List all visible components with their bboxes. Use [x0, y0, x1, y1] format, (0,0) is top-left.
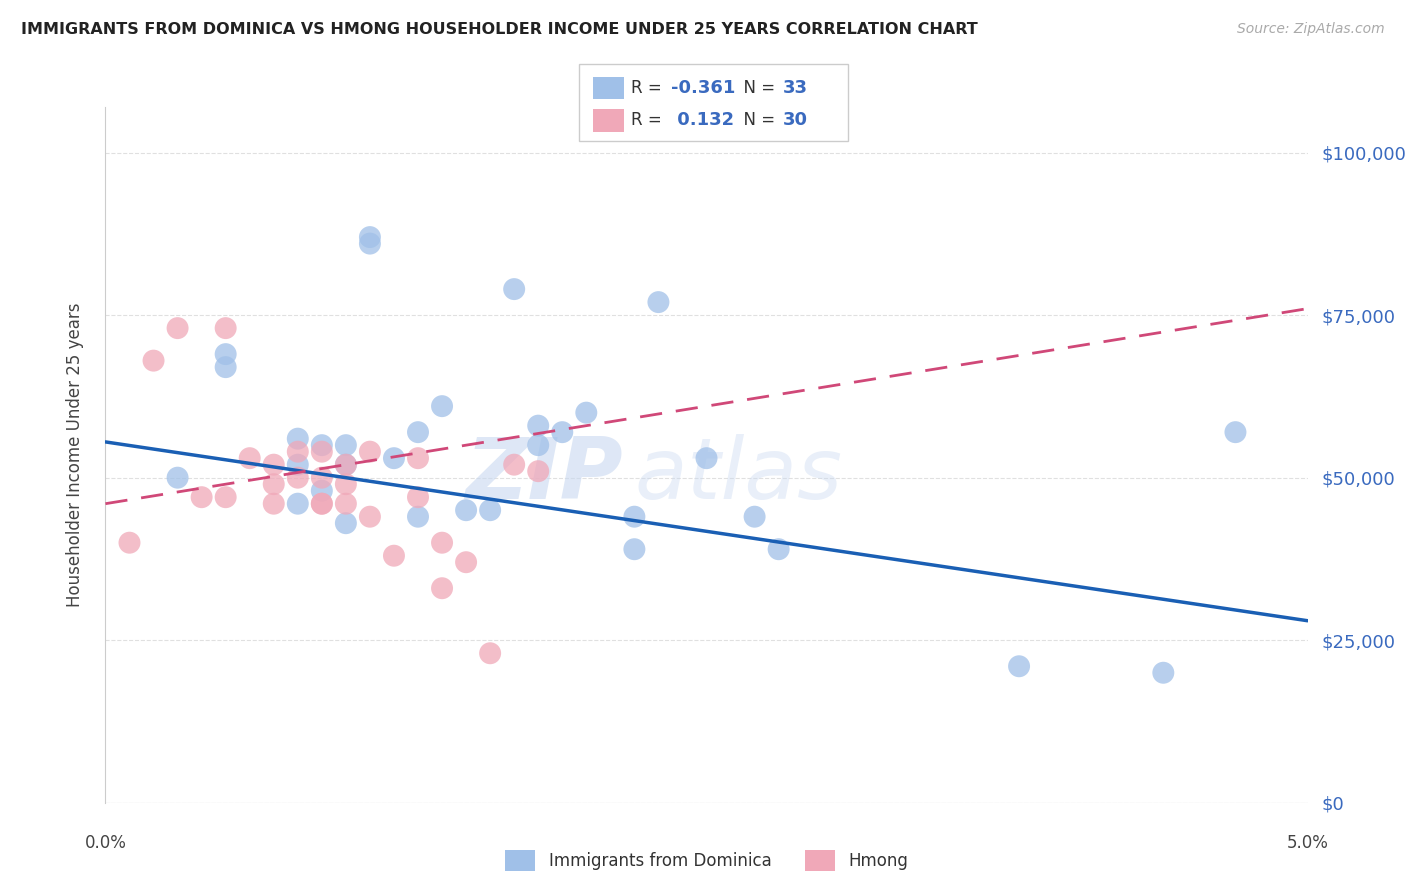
- Point: [1225, 425, 1247, 439]
- Point: [623, 509, 645, 524]
- Point: [335, 477, 357, 491]
- Point: [214, 321, 236, 335]
- Point: [406, 425, 429, 439]
- Point: [406, 509, 429, 524]
- Point: [551, 425, 574, 439]
- Text: atlas: atlas: [634, 434, 842, 517]
- Point: [503, 282, 526, 296]
- Point: [311, 497, 333, 511]
- Text: Source: ZipAtlas.com: Source: ZipAtlas.com: [1237, 22, 1385, 37]
- Point: [335, 516, 357, 531]
- Point: [287, 471, 309, 485]
- Text: 5.0%: 5.0%: [1286, 834, 1329, 852]
- Point: [335, 497, 357, 511]
- Point: [479, 646, 502, 660]
- Point: [287, 458, 309, 472]
- Point: [382, 451, 405, 466]
- Text: N =: N =: [733, 112, 780, 129]
- Point: [118, 535, 141, 549]
- Point: [359, 230, 381, 244]
- Point: [503, 458, 526, 472]
- Point: [335, 458, 357, 472]
- Point: [335, 438, 357, 452]
- Point: [311, 483, 333, 498]
- Point: [359, 509, 381, 524]
- Point: [430, 399, 453, 413]
- Text: 30: 30: [783, 112, 808, 129]
- Point: [335, 458, 357, 472]
- Point: [406, 490, 429, 504]
- Point: [647, 295, 669, 310]
- Point: [1008, 659, 1031, 673]
- Point: [263, 477, 285, 491]
- Point: [287, 444, 309, 458]
- Point: [142, 353, 165, 368]
- Point: [359, 444, 381, 458]
- Point: [768, 542, 790, 557]
- Point: [527, 418, 550, 433]
- Text: R =: R =: [631, 112, 668, 129]
- Point: [430, 581, 453, 595]
- Text: N =: N =: [733, 79, 780, 97]
- Y-axis label: Householder Income Under 25 years: Householder Income Under 25 years: [66, 302, 84, 607]
- Point: [239, 451, 262, 466]
- Point: [575, 406, 598, 420]
- Point: [190, 490, 212, 504]
- Text: -0.361: -0.361: [671, 79, 735, 97]
- Point: [359, 236, 381, 251]
- Legend: Immigrants from Dominica, Hmong: Immigrants from Dominica, Hmong: [499, 843, 914, 878]
- Text: 0.0%: 0.0%: [84, 834, 127, 852]
- Point: [527, 464, 550, 478]
- Point: [287, 497, 309, 511]
- Point: [696, 451, 718, 466]
- Point: [311, 444, 333, 458]
- Point: [744, 509, 766, 524]
- Point: [382, 549, 405, 563]
- Text: R =: R =: [631, 79, 668, 97]
- Point: [454, 503, 477, 517]
- Text: IMMIGRANTS FROM DOMINICA VS HMONG HOUSEHOLDER INCOME UNDER 25 YEARS CORRELATION : IMMIGRANTS FROM DOMINICA VS HMONG HOUSEH…: [21, 22, 977, 37]
- Text: 33: 33: [783, 79, 808, 97]
- Point: [1152, 665, 1174, 680]
- Point: [311, 471, 333, 485]
- Point: [214, 360, 236, 375]
- Point: [430, 535, 453, 549]
- Point: [311, 497, 333, 511]
- Point: [263, 497, 285, 511]
- Point: [454, 555, 477, 569]
- Point: [527, 438, 550, 452]
- Point: [623, 542, 645, 557]
- Text: ZIP: ZIP: [465, 434, 623, 517]
- Point: [166, 321, 188, 335]
- Point: [311, 438, 333, 452]
- Point: [406, 451, 429, 466]
- Point: [479, 503, 502, 517]
- Point: [214, 490, 236, 504]
- Text: 0.132: 0.132: [671, 112, 734, 129]
- Point: [166, 471, 188, 485]
- Point: [214, 347, 236, 361]
- Point: [287, 432, 309, 446]
- Point: [263, 458, 285, 472]
